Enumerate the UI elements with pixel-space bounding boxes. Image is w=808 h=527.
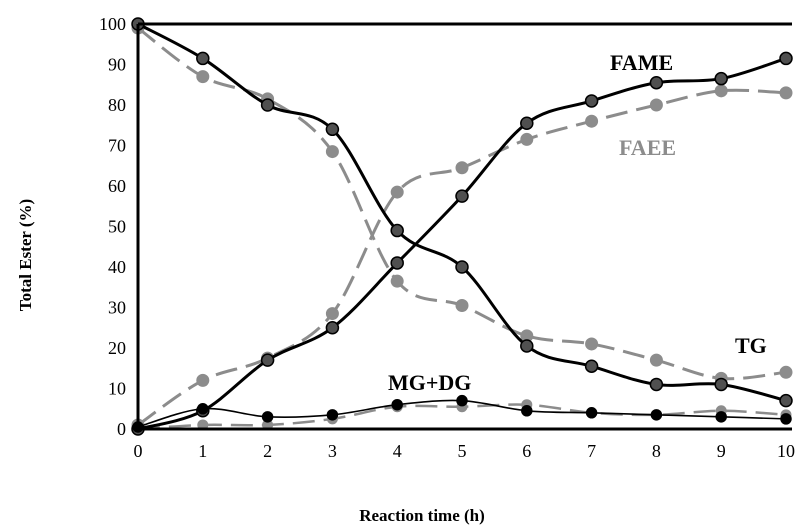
data-point bbox=[390, 223, 404, 238]
y-tick-label: 40 bbox=[108, 257, 126, 277]
y-tick-label: 30 bbox=[108, 298, 126, 318]
data-point bbox=[390, 274, 404, 288]
tg-annotation: TG bbox=[735, 333, 767, 358]
data-point bbox=[325, 321, 340, 335]
y-axis-title: Total Ester (%) bbox=[16, 199, 35, 311]
data-point bbox=[260, 98, 275, 112]
x-axis-title: Reaction time (h) bbox=[359, 506, 485, 525]
x-tick-label: 4 bbox=[393, 441, 402, 461]
data-point bbox=[520, 116, 534, 130]
data-point bbox=[649, 377, 664, 392]
series-tg-dashed bbox=[131, 21, 793, 385]
data-point bbox=[585, 337, 599, 351]
x-tick-label: 5 bbox=[458, 441, 467, 461]
y-tick-label: 90 bbox=[108, 55, 126, 75]
data-point bbox=[196, 373, 210, 387]
x-tick-label: 8 bbox=[652, 441, 661, 461]
series-faee-dashed bbox=[131, 84, 793, 432]
data-point bbox=[714, 377, 728, 392]
y-tick-label: 80 bbox=[108, 95, 126, 115]
data-point bbox=[520, 132, 534, 146]
x-tick-label: 3 bbox=[328, 441, 337, 461]
x-tick-label: 7 bbox=[587, 441, 596, 461]
faee-annotation: FAEE bbox=[619, 135, 676, 160]
data-point bbox=[260, 353, 275, 367]
data-point bbox=[649, 98, 663, 112]
data-point bbox=[521, 405, 533, 417]
data-point bbox=[456, 394, 468, 407]
data-point bbox=[714, 71, 728, 86]
y-tick-label: 10 bbox=[108, 379, 126, 399]
data-point bbox=[391, 398, 403, 411]
data-point bbox=[455, 161, 469, 175]
data-point bbox=[585, 114, 599, 128]
data-point bbox=[520, 339, 534, 353]
series-tg-solid bbox=[131, 17, 793, 408]
data-point bbox=[455, 298, 469, 312]
data-point bbox=[780, 413, 792, 425]
fame-annotation: FAME bbox=[610, 50, 673, 75]
data-point bbox=[197, 403, 209, 415]
y-tick-label: 20 bbox=[108, 338, 126, 358]
data-point bbox=[455, 189, 469, 203]
data-point bbox=[714, 84, 728, 98]
x-tick-label: 9 bbox=[717, 441, 726, 461]
x-tick-label: 6 bbox=[522, 441, 531, 461]
data-point bbox=[455, 260, 469, 274]
data-point bbox=[715, 411, 727, 423]
data-point bbox=[196, 51, 210, 66]
series-line bbox=[137, 88, 787, 427]
data-point bbox=[779, 393, 793, 408]
data-point bbox=[390, 256, 404, 270]
data-point bbox=[585, 407, 598, 419]
data-point bbox=[779, 86, 793, 100]
y-tick-label: 100 bbox=[99, 14, 126, 34]
data-point bbox=[649, 75, 664, 90]
x-tick-label: 0 bbox=[134, 441, 143, 461]
data-point bbox=[779, 51, 793, 66]
data-point bbox=[584, 359, 599, 373]
data-point bbox=[649, 353, 663, 367]
data-point bbox=[390, 185, 404, 199]
x-tick-label: 10 bbox=[777, 441, 795, 461]
series-mg-dg-solid bbox=[132, 394, 792, 433]
data-point bbox=[650, 409, 663, 421]
axes bbox=[136, 22, 792, 431]
mg-dg-annotation: MG+DG bbox=[388, 370, 471, 395]
y-tick-label: 50 bbox=[108, 217, 126, 237]
data-point bbox=[584, 94, 599, 108]
data-point bbox=[196, 70, 210, 84]
y-tick-label: 60 bbox=[108, 176, 126, 196]
data-point bbox=[325, 307, 339, 321]
x-tick-label: 2 bbox=[263, 441, 272, 461]
data-point bbox=[325, 145, 339, 159]
series-layer bbox=[131, 17, 793, 436]
data-point bbox=[326, 409, 339, 421]
y-tick-label: 70 bbox=[108, 136, 126, 156]
data-point bbox=[779, 365, 793, 379]
data-point bbox=[325, 122, 340, 137]
data-point bbox=[261, 411, 274, 423]
x-tick-label: 1 bbox=[198, 441, 207, 461]
y-tick-label: 0 bbox=[117, 419, 126, 439]
